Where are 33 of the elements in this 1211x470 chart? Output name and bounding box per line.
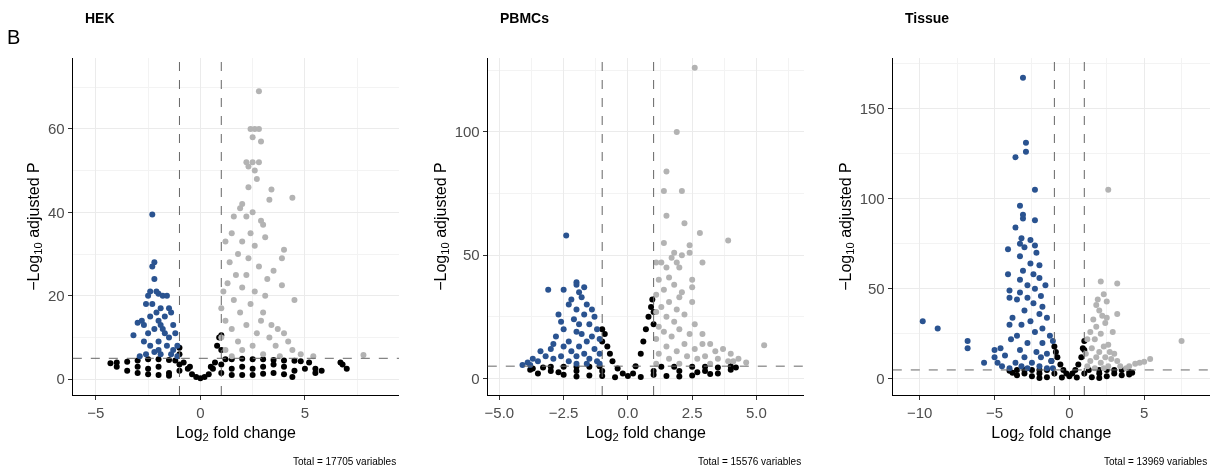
x-tick-label: −5.0 [484, 404, 515, 422]
x-tick-label: −10 [906, 404, 933, 422]
y-tick-label: 0 [876, 370, 885, 388]
y-tick-label: 0 [471, 369, 480, 387]
x-tick-label: 5 [1140, 404, 1149, 422]
x-tick-label: 2.5 [681, 404, 703, 422]
chart-title: Tissue [905, 10, 950, 26]
x-axis-title: Log$_{2}$ fold change [175, 423, 297, 444]
x-tick-label: 5.0 [746, 404, 767, 422]
y-tick-label: 150 [859, 99, 885, 117]
x-tick-label: −5 [87, 404, 105, 422]
x-tick-label: 0 [1065, 404, 1074, 422]
y-tick-label: 100 [454, 123, 480, 141]
text: B [7, 26, 21, 48]
chart-title: PBMCs [500, 10, 550, 26]
y-tick-label: 20 [48, 286, 65, 304]
y-tick-label: 50 [868, 280, 885, 298]
x-tick-label: 0 [196, 404, 205, 422]
text: Total = 15576 variables [698, 456, 802, 467]
y-tick-label: 100 [859, 189, 885, 207]
y-tick-label: 60 [48, 120, 65, 138]
x-axis-title: Log$_{2}$ fold change [991, 423, 1112, 444]
x-axis-title: Log$_{2}$ fold change [585, 423, 707, 444]
text: Total = 17705 variables [293, 456, 397, 467]
y-tick-label: 40 [48, 203, 65, 221]
x-tick-label: −2.5 [548, 404, 579, 422]
x-tick-label: −5 [985, 404, 1004, 422]
y-tick-label: 50 [463, 246, 480, 264]
chart-title: HEK [85, 10, 115, 26]
x-tick-label: 0.0 [617, 404, 639, 422]
x-tick-label: 5 [300, 404, 310, 422]
text: Total = 13969 variables [1104, 456, 1208, 467]
y-tick-label: 0 [56, 370, 65, 388]
